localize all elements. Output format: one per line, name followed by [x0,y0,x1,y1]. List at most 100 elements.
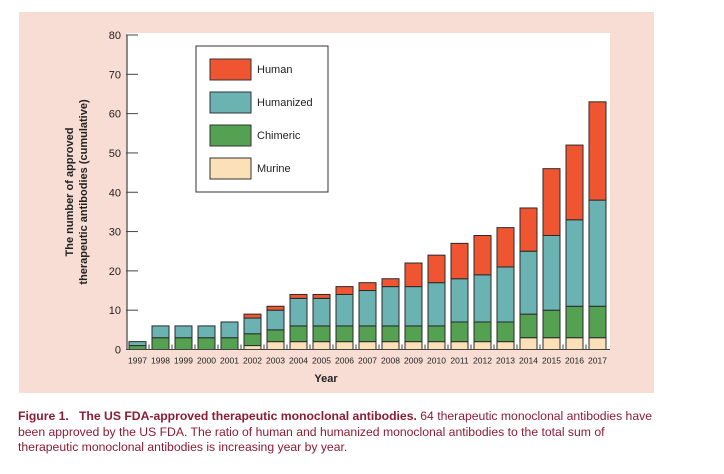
bar-murine-2016 [565,337,584,350]
x-tick-label: 1998 [151,356,170,366]
x-tick-label: 2007 [358,356,377,366]
bar-chimeric-2006 [335,325,354,343]
bar-human-2002 [243,313,262,319]
bar-humanized-2006 [335,293,354,327]
x-tick-label: 2014 [519,356,538,366]
bar-murine-2006 [335,341,354,351]
bar-humanized-1998 [151,325,170,339]
bar-human-2013 [496,227,515,268]
bar-murine-2004 [289,341,308,351]
x-tick-label: 1997 [128,356,147,366]
x-tick-label: 2002 [243,356,262,366]
bar-human-2009 [404,262,423,288]
bar-human-2016 [565,144,584,221]
y-tick-label: 40 [109,187,121,199]
bar-humanized-1999 [174,325,193,339]
bar-human-2006 [335,286,354,295]
bar-human-2008 [381,278,400,288]
legend-label-murine: Murine [257,163,291,175]
legend-label-chimeric: Chimeric [257,130,301,142]
bar-chimeric-2014 [519,313,538,339]
x-tick-label: 2011 [450,356,469,366]
legend-swatch-chimeric [209,124,252,147]
caption-label: Figure 1. [18,409,69,423]
bar-humanized-2001 [220,321,239,339]
y-tick-label: 80 [109,30,121,42]
bar-humanized-2017 [588,199,607,307]
bar-chimeric-2002 [243,333,262,347]
y-tick-label: 60 [109,109,121,121]
caption-title: The US FDA-approved therapeutic monoclon… [78,409,417,423]
y-tick-label: 20 [109,266,121,278]
bar-chimeric-2001 [220,337,239,350]
bar-chimeric-2003 [266,329,285,343]
bar-humanized-2012 [473,274,492,323]
bar-murine-2017 [588,337,607,350]
bar-murine-2009 [404,341,423,351]
legend-swatch-human [209,58,252,81]
bar-humanized-2014 [519,250,538,315]
bar-murine-2003 [266,341,285,351]
bar-chimeric-2011 [450,321,469,343]
legend: Human Humanized Chimeric Murine [195,45,329,193]
bar-humanized-2002 [243,317,262,335]
bar-humanized-2016 [565,219,584,307]
bar-murine-2011 [450,341,469,351]
legend-swatch-murine [209,157,252,180]
bar-human-2012 [473,234,492,276]
x-tick-label: 2005 [312,356,331,366]
bar-murine-2010 [427,341,446,351]
bar-humanized-2010 [427,282,446,327]
legend-label-humanized: Humanized [257,97,313,109]
bar-human-2011 [450,242,469,280]
y-tick-label: 0 [115,345,121,357]
bar-humanized-2008 [381,286,400,327]
bar-chimeric-1999 [174,337,193,350]
x-tick-label: 2015 [542,356,561,366]
bar-chimeric-2009 [404,325,423,343]
bar-human-2004 [289,293,308,299]
bar-murine-2002 [243,345,262,351]
bar-murine-2013 [496,341,515,351]
bar-human-2014 [519,207,538,252]
x-tick-label: 2016 [565,356,584,366]
bar-humanized-2000 [197,325,216,339]
x-tick-label: 2012 [473,356,492,366]
bars-group [128,101,607,351]
y-tick-label: 30 [109,227,121,239]
bar-chimeric-2000 [197,337,216,350]
bar-humanized-2011 [450,278,469,323]
bar-humanized-2009 [404,286,423,327]
axes-group: 1997 1998 1999 2000 2001 2002 2003 2004 2005 2006… [109,30,610,366]
bar-humanized-1997 [128,341,147,347]
bar-chimeric-1997 [128,345,147,351]
bar-humanized-2005 [312,297,331,327]
bar-chimeric-1998 [151,337,170,350]
bar-human-2015 [542,168,561,236]
x-tick-label: 2000 [197,356,216,366]
bar-humanized-2004 [289,297,308,327]
x-tick-label: 2008 [381,356,400,366]
bar-human-2010 [427,254,446,284]
bar-chimeric-2013 [496,321,515,343]
x-axis-label: Year [314,373,338,385]
bar-murine-2015 [542,337,561,350]
x-tick-label: 2001 [220,356,239,366]
bar-humanized-2015 [542,234,561,311]
bar-murine-2014 [519,337,538,350]
bar-chimeric-2012 [473,321,492,343]
y-tick-label: 50 [109,148,121,160]
caption-text: 64 therapeutic monoclonal antibodies hav… [18,409,652,454]
bar-human-2005 [312,293,331,299]
y-tick-label: 70 [109,69,121,81]
bar-chimeric-2017 [588,305,607,339]
bar-human-2017 [588,101,607,201]
x-tick-label: 2017 [588,356,607,366]
y-tick-label: 10 [109,305,121,317]
x-tick-label: 2003 [266,356,285,366]
bar-chimeric-2016 [565,305,584,339]
legend-label-human: Human [257,64,292,76]
x-tick-label: 2010 [427,356,446,366]
x-tick-label: 2013 [496,356,515,366]
